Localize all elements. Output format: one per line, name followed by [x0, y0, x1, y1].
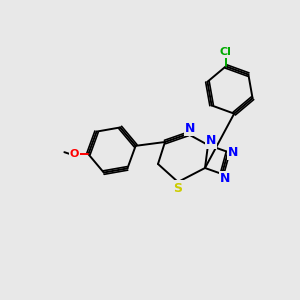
Text: N: N [206, 134, 216, 148]
Text: O: O [70, 149, 79, 159]
Text: O: O [70, 149, 79, 159]
Text: S: S [173, 182, 182, 194]
Text: N: N [220, 172, 230, 185]
Text: N: N [185, 122, 195, 134]
Text: Cl: Cl [220, 47, 232, 57]
Text: N: N [228, 146, 238, 158]
